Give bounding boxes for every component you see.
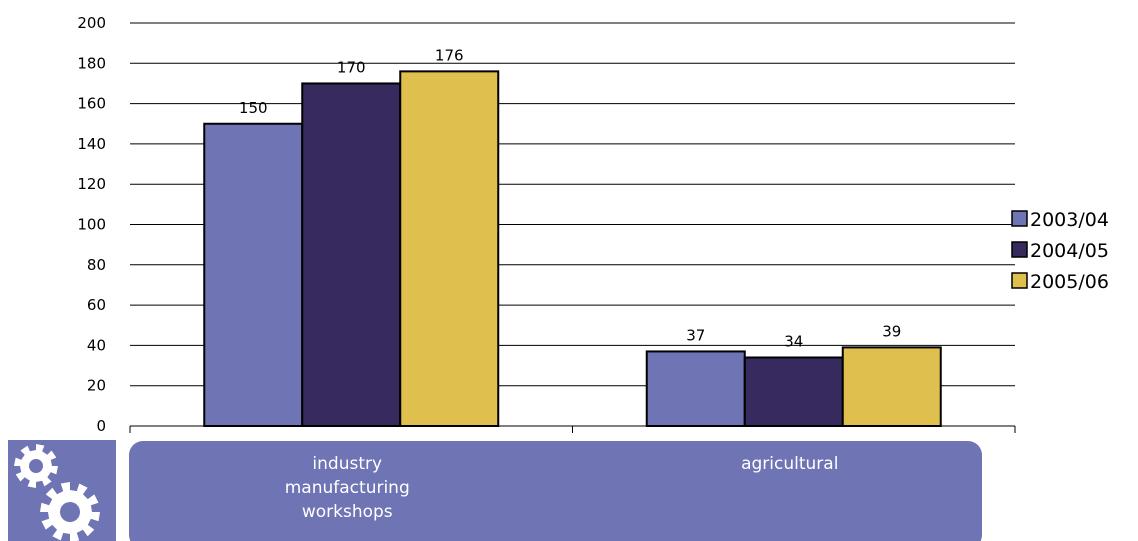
category-label: industry bbox=[312, 454, 382, 474]
y-tick-label: 180 bbox=[77, 54, 106, 72]
data-label: 34 bbox=[784, 332, 803, 350]
y-tick-label: 60 bbox=[87, 296, 106, 314]
y-tick-label: 160 bbox=[77, 95, 106, 113]
legend-label: 2004/05 bbox=[1030, 240, 1109, 262]
data-label: 39 bbox=[882, 322, 901, 340]
y-tick-label: 80 bbox=[87, 256, 106, 274]
y-tick-label: 0 bbox=[96, 417, 106, 435]
data-label: 170 bbox=[337, 58, 366, 76]
bar bbox=[301, 82, 402, 427]
y-axis: 0 20 40 60 80 100 120 140 160 180 200 bbox=[77, 14, 106, 435]
category-label: workshops bbox=[302, 502, 393, 522]
bar bbox=[645, 350, 746, 428]
bar bbox=[203, 122, 304, 427]
category-label: agricultural bbox=[741, 454, 838, 474]
category-band: industry manufacturing workshops agricultur… bbox=[129, 441, 982, 541]
legend-swatch bbox=[1011, 272, 1028, 289]
bar bbox=[841, 346, 942, 428]
bar bbox=[399, 70, 500, 428]
legend-swatch bbox=[1011, 210, 1028, 227]
bars bbox=[203, 70, 942, 428]
gear-hole bbox=[60, 502, 80, 522]
data-label: 37 bbox=[686, 326, 705, 344]
gears-icon bbox=[8, 440, 116, 541]
legend-swatch bbox=[1011, 241, 1028, 258]
data-label: 150 bbox=[239, 99, 268, 117]
gear-hole bbox=[29, 459, 43, 473]
data-labels: 150 170 176 37 34 39 bbox=[239, 46, 901, 350]
y-tick-label: 200 bbox=[77, 14, 106, 32]
legend: 2003/04 2004/05 2005/06 bbox=[1011, 209, 1109, 293]
y-tick-label: 140 bbox=[77, 135, 106, 153]
x-axis bbox=[129, 425, 1016, 433]
legend-label: 2003/04 bbox=[1030, 209, 1109, 231]
bar bbox=[743, 356, 844, 427]
data-label: 176 bbox=[435, 46, 464, 64]
category-band-shape bbox=[129, 441, 982, 541]
category-label: manufacturing bbox=[285, 478, 410, 498]
legend-label: 2005/06 bbox=[1030, 271, 1109, 293]
y-tick-label: 120 bbox=[77, 175, 106, 193]
y-tick-label: 20 bbox=[87, 377, 106, 395]
y-tick-label: 40 bbox=[87, 336, 106, 354]
y-tick-label: 100 bbox=[77, 216, 106, 234]
